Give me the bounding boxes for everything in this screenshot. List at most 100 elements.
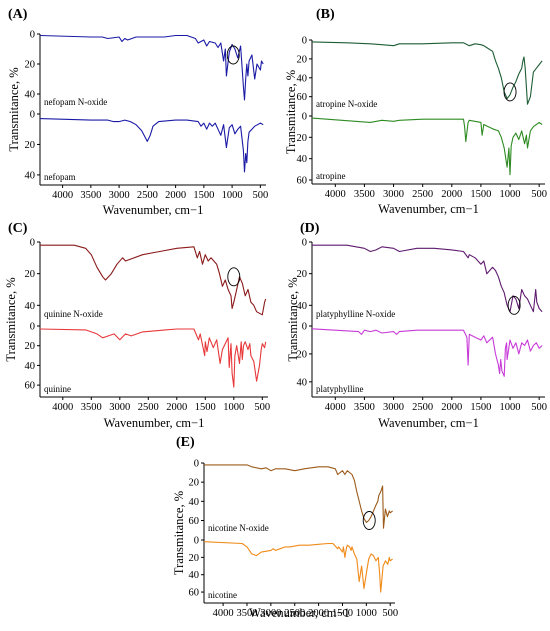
x-tick-label: 3000: [383, 189, 404, 200]
x-tick-label: 3000: [109, 190, 130, 201]
y-tick-label: 40: [297, 301, 308, 312]
spectrum-panel-d: (D)4000 3500 3000 2500 2000 1500 1000 500Wavenu…: [286, 221, 547, 430]
x-tick-label: 3000: [383, 402, 404, 413]
x-tick-label: 1500: [470, 189, 491, 200]
y-tick-label: 20: [25, 60, 36, 71]
x-tick-label: 2000: [441, 189, 462, 200]
x-tick-label: 3500: [354, 402, 375, 413]
y-axis-label: Transmitance, %: [286, 277, 300, 361]
highlight-circle: [507, 295, 521, 315]
highlight-circle: [362, 511, 376, 530]
x-tick-label: 4000: [325, 189, 346, 200]
series-label: nefopam: [44, 172, 76, 182]
x-axis-label: Wavenumber, cm−1: [378, 202, 479, 216]
x-tick-label: 1000: [500, 189, 521, 200]
x-tick-label: 500: [382, 608, 398, 619]
highlight-circle: [503, 82, 517, 102]
x-tick-label: 1500: [470, 402, 491, 413]
panel-label: (C): [8, 221, 28, 236]
y-tick-label: 40: [189, 570, 200, 581]
series-label: atropine: [316, 171, 346, 181]
x-tick-label: 4000: [52, 402, 73, 413]
x-tick-label: 4000: [213, 608, 234, 619]
series-label: platyphylline: [316, 384, 364, 394]
x-axis-label: Wavenumber, cm−1: [249, 606, 350, 620]
y-axis-label: Transmitance, %: [7, 67, 21, 151]
highlight-circle: [227, 267, 241, 287]
y-tick-label: 20: [25, 140, 36, 151]
x-axis-label: Wavenumber, cm−1: [378, 416, 479, 430]
y-axis-label: Transmitance, %: [4, 277, 18, 361]
y-tick-label: 60: [297, 92, 308, 103]
y-tick-label: 40: [25, 170, 36, 181]
y-tick-label: 60: [189, 588, 200, 599]
x-tick-label: 2500: [284, 608, 305, 619]
y-tick-label: 40: [25, 361, 36, 372]
series-quinine-n-oxide: 0 20 40 quinine N-oxide: [25, 238, 267, 319]
x-axis-label: Wavenumber, cm−1: [103, 203, 204, 217]
series-label: atropine N-oxide: [316, 99, 377, 109]
spectrum-line: [312, 244, 543, 313]
series-label: platyphylline N-oxide: [316, 309, 395, 319]
x-tick-label: 500: [254, 402, 270, 413]
series-atropine-n-oxide: 0 20 40 60 atropine N-oxide: [297, 36, 543, 109]
panel-label: (D): [300, 221, 320, 236]
x-tick-label: 1000: [500, 402, 521, 413]
x-tick-label: 2500: [412, 189, 433, 200]
series-nicotine: 0 20 40 60 nicotine: [189, 536, 393, 600]
series-nefopam: 0 20 40 nefopam: [25, 110, 264, 182]
y-tick-label: 60: [189, 516, 200, 527]
y-tick-label: 0: [30, 110, 35, 121]
panel-label: (E): [176, 435, 195, 450]
y-tick-label: 40: [297, 154, 308, 165]
y-tick-label: 0: [30, 30, 35, 41]
y-axis-label: Transmitance, %: [172, 491, 186, 575]
y-tick-label: 60: [297, 176, 308, 187]
y-tick-label: 0: [30, 322, 35, 333]
y-tick-label: 60: [25, 381, 36, 392]
x-tick-label: 500: [531, 189, 547, 200]
y-tick-label: 20: [189, 478, 200, 489]
y-tick-label: 20: [189, 553, 200, 564]
y-axis-label: Transmitance, %: [284, 70, 298, 154]
y-tick-label: 40: [297, 377, 308, 388]
x-tick-label: 4000: [325, 402, 346, 413]
spectrum-panel-c: (C)4000 3500 3000 2500 2000 1500 1000 500Wavenu…: [4, 221, 270, 430]
x-tick-label: 1500: [195, 402, 216, 413]
series-quinine: 0 20 40 60 quinine: [25, 322, 267, 394]
x-tick-label: 3500: [80, 190, 101, 201]
y-tick-label: 0: [194, 459, 199, 470]
y-tick-label: 20: [297, 133, 308, 144]
spectrum-line: [311, 328, 543, 377]
y-tick-label: 20: [297, 269, 308, 280]
y-tick-label: 40: [297, 73, 308, 84]
series-label: quinine: [44, 384, 71, 394]
spectrum-line: [40, 244, 267, 316]
x-tick-label: 2000: [441, 402, 462, 413]
highlight-circle: [226, 45, 240, 65]
spectrum-line: [204, 464, 393, 529]
y-tick-label: 20: [297, 349, 308, 360]
panel-label: (A): [8, 7, 28, 22]
spectrum-line: [311, 117, 543, 176]
y-tick-label: 0: [302, 36, 307, 47]
series-nefopam-n-oxide: 0 20 40 nefopam N-oxide: [25, 30, 264, 107]
spectrum-panel-e: (E)4000 3500 3000 2500 2000 1500 1000 500Wavenu…: [172, 435, 398, 620]
x-tick-label: 3000: [260, 608, 281, 619]
series-label: nicotine N-oxide: [208, 523, 269, 533]
spectrum-panel-a: (A)4000 3500 3000 2500 2000 1500 1000 500Wavenu…: [7, 7, 268, 217]
series-atropine: 0 20 40 60 atropine: [297, 112, 543, 187]
y-tick-label: 20: [25, 269, 36, 280]
y-tick-label: 0: [302, 112, 307, 123]
y-tick-label: 0: [194, 536, 199, 547]
spectrum-line: [311, 41, 543, 105]
y-tick-label: 40: [25, 301, 36, 312]
x-tick-label: 3000: [109, 402, 130, 413]
x-tick-label: 2000: [165, 190, 186, 201]
series-platyphylline-n-oxide: 0 20 40 platyphylline N-oxide: [297, 238, 543, 319]
y-tick-label: 40: [189, 497, 200, 508]
x-tick-label: 1500: [193, 190, 214, 201]
y-tick-label: 0: [302, 322, 307, 333]
x-tick-label: 500: [531, 402, 547, 413]
